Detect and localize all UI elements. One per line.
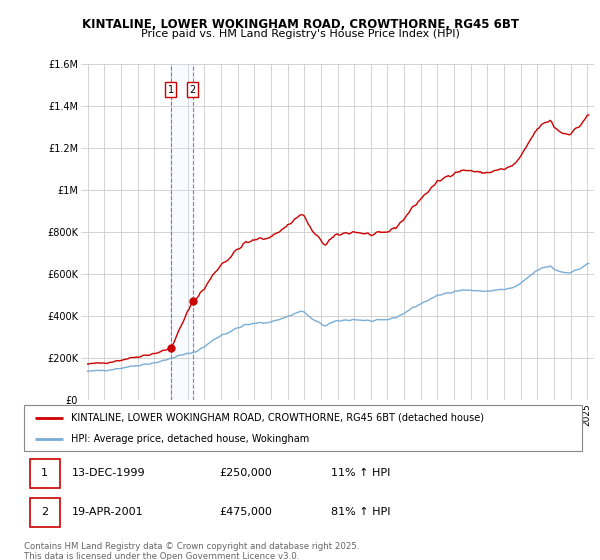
Text: £475,000: £475,000	[220, 507, 272, 517]
Text: HPI: Average price, detached house, Wokingham: HPI: Average price, detached house, Woki…	[71, 435, 310, 444]
Text: 2: 2	[190, 85, 196, 95]
Bar	[29, 498, 60, 527]
Text: 13-DEC-1999: 13-DEC-1999	[71, 468, 145, 478]
Text: Contains HM Land Registry data © Crown copyright and database right 2025.
This d: Contains HM Land Registry data © Crown c…	[24, 542, 359, 560]
Bar	[29, 459, 60, 488]
Text: KINTALINE, LOWER WOKINGHAM ROAD, CROWTHORNE, RG45 6BT (detached house): KINTALINE, LOWER WOKINGHAM ROAD, CROWTHO…	[71, 413, 484, 423]
Text: £250,000: £250,000	[220, 468, 272, 478]
Text: 1: 1	[168, 85, 174, 95]
Text: Price paid vs. HM Land Registry's House Price Index (HPI): Price paid vs. HM Land Registry's House …	[140, 29, 460, 39]
Bar	[170, 64, 194, 400]
Text: 2: 2	[41, 507, 48, 517]
Text: 19-APR-2001: 19-APR-2001	[71, 507, 143, 517]
Text: 81% ↑ HPI: 81% ↑ HPI	[331, 507, 391, 517]
Text: 11% ↑ HPI: 11% ↑ HPI	[331, 468, 390, 478]
Text: KINTALINE, LOWER WOKINGHAM ROAD, CROWTHORNE, RG45 6BT: KINTALINE, LOWER WOKINGHAM ROAD, CROWTHO…	[82, 18, 518, 31]
Text: 1: 1	[41, 468, 48, 478]
